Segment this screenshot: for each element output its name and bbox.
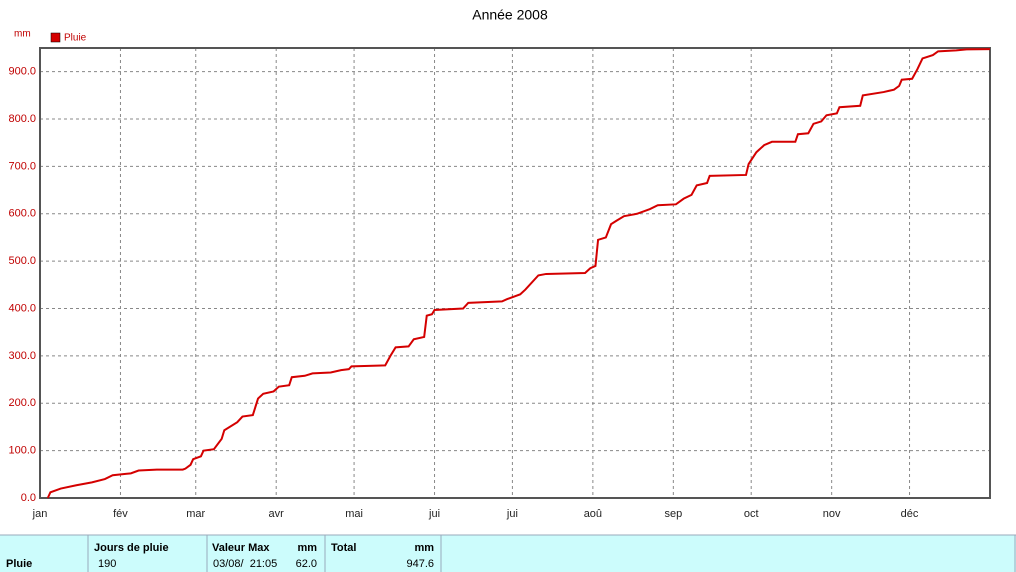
table-lines — [0, 534, 1016, 572]
table-cell: 03/08/ 21:05 — [213, 558, 277, 570]
table-cell: 947.6 — [406, 558, 434, 570]
x-tick-label: jan — [32, 508, 48, 520]
table-row-label: Pluie — [6, 558, 32, 570]
y-tick-label: 900.0 — [8, 66, 36, 78]
y-tick-label: 100.0 — [8, 445, 36, 457]
legend-swatch — [50, 32, 61, 43]
plot-border — [39, 47, 991, 499]
table-bg — [0, 535, 1016, 572]
table-header: mm — [297, 542, 317, 554]
table-header: Jours de pluie — [94, 542, 169, 554]
data-line — [46, 48, 991, 499]
table-header: Valeur Max — [212, 542, 270, 554]
table-cell: 62.0 — [296, 558, 317, 570]
x-tick-label: sep — [664, 508, 682, 520]
x-tick-label: mai — [345, 508, 363, 520]
x-tick-label: nov — [823, 508, 841, 520]
y-tick-label: 800.0 — [8, 113, 36, 125]
x-tick-label: fév — [113, 508, 128, 520]
x-tick-label: déc — [901, 508, 919, 520]
table-header: mm — [414, 542, 434, 554]
table-header: Total — [331, 542, 356, 554]
y-tick-label: 200.0 — [8, 397, 36, 409]
chart-title: Année 2008 — [472, 7, 548, 23]
y-tick-label: 300.0 — [8, 350, 36, 362]
y-tick-label: 700.0 — [8, 160, 36, 172]
plot-area — [40, 48, 990, 498]
x-tick-label: avr — [269, 508, 285, 520]
x-tick-label: mar — [186, 508, 205, 520]
x-tick-label: oct — [744, 508, 759, 520]
y-tick-label: 0.0 — [21, 492, 36, 504]
x-tick-label: aoû — [584, 508, 602, 520]
legend-label: Pluie — [64, 33, 87, 44]
y-tick-label: 600.0 — [8, 208, 36, 220]
y-tick-label: 400.0 — [8, 302, 36, 314]
y-tick-label: 500.0 — [8, 255, 36, 267]
y-unit: mm — [14, 29, 31, 40]
x-tick-label: jui — [428, 508, 440, 520]
x-tick-label: jui — [506, 508, 518, 520]
table-cell: 190 — [98, 558, 116, 570]
